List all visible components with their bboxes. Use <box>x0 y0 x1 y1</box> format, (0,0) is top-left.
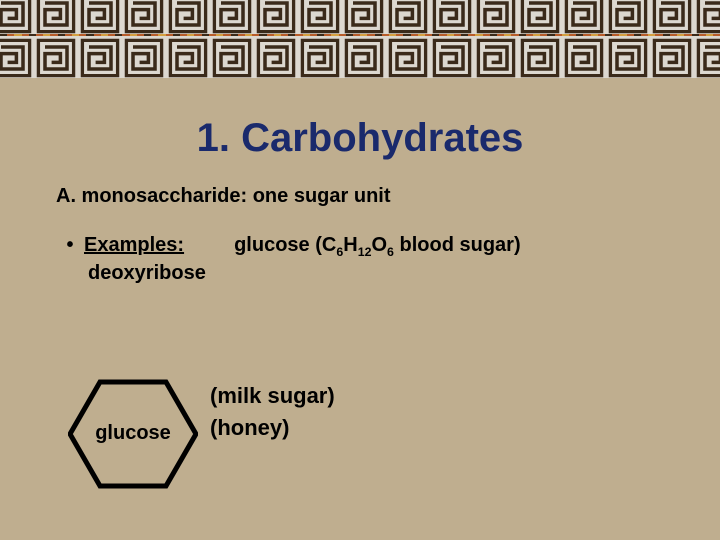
bullet-icon: • <box>56 230 84 260</box>
subheading: A. monosaccharide: one sugar unit <box>56 185 670 208</box>
decorative-border <box>0 0 720 78</box>
note-milk-sugar: (milk sugar) <box>210 380 335 412</box>
example-glucose: glucose (C6H12O6 blood sugar) <box>234 234 521 256</box>
slide-content: 1. Carbohydrates A. monosaccharide: one … <box>0 78 720 540</box>
hexagon-label: glucose <box>68 422 198 445</box>
glucose-hexagon: glucose <box>68 378 198 490</box>
slide-title: 1. Carbohydrates <box>50 116 670 161</box>
examples-bullet: •Examples: glucose (C6H12O6 blood sugar) <box>56 230 670 262</box>
example-deoxyribose: deoxyribose <box>88 262 670 285</box>
sugar-notes: (milk sugar) (honey) <box>210 380 335 444</box>
examples-label: Examples: <box>84 234 184 256</box>
note-honey: (honey) <box>210 412 335 444</box>
greek-key-row <box>0 0 720 36</box>
greek-key-row <box>0 36 720 78</box>
